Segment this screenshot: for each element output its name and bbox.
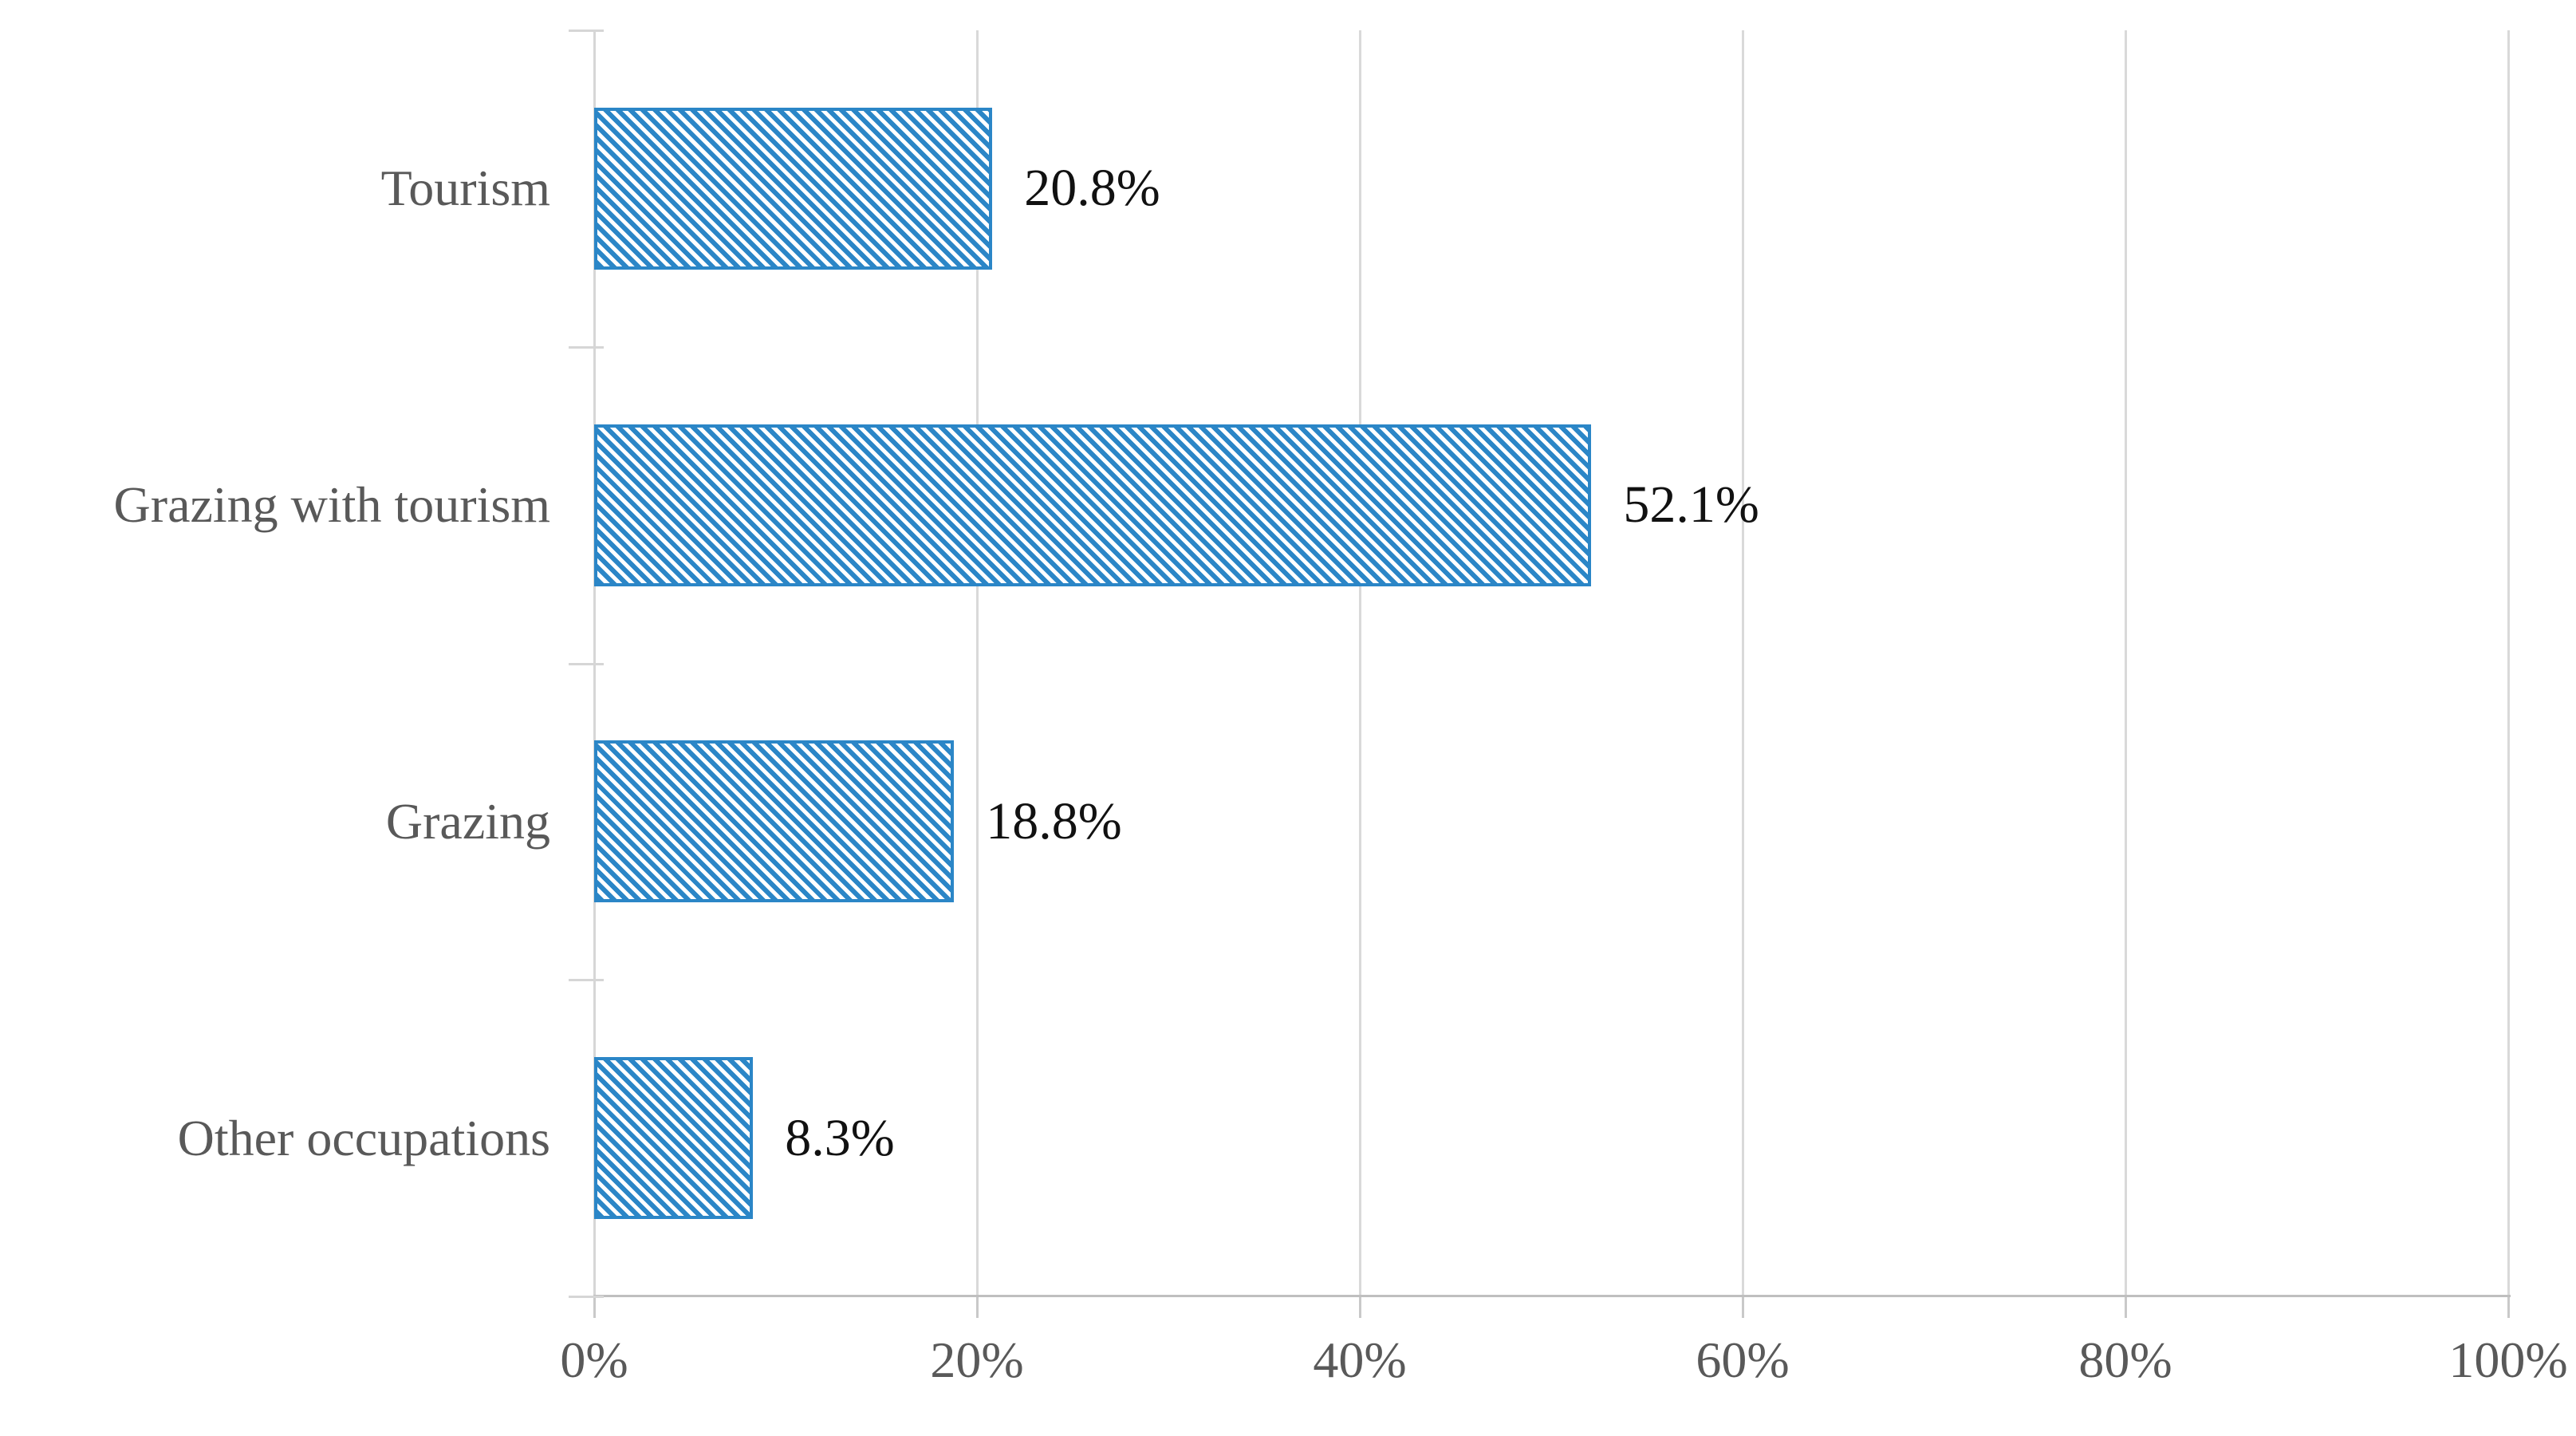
y-axis-tick: [569, 1296, 604, 1298]
x-tick-label: 0%: [560, 1331, 628, 1388]
data-label: 8.3%: [785, 1108, 895, 1167]
category-label: Tourism: [380, 160, 550, 217]
y-axis-tick: [569, 662, 604, 665]
bar-other-occupations: [594, 1057, 754, 1220]
x-axis-tick: [1359, 1296, 1361, 1318]
x-axis-tick: [1742, 1296, 1744, 1318]
bar-tourism: [594, 107, 993, 270]
gridline: [2125, 30, 2127, 1296]
bar-grazing: [594, 740, 955, 903]
data-label: 52.1%: [1623, 475, 1759, 535]
gridline: [1359, 30, 1361, 1296]
x-tick-label: 20%: [930, 1331, 1024, 1388]
x-tick-label: 60%: [1696, 1331, 1790, 1388]
x-axis-tick: [2125, 1296, 2127, 1318]
gridline: [1742, 30, 1744, 1296]
y-axis-tick: [569, 979, 604, 982]
bar-grazing-with-tourism: [594, 424, 1592, 586]
data-label: 18.8%: [986, 791, 1122, 850]
category-label: Other occupations: [177, 1109, 550, 1166]
x-axis-tick: [593, 1296, 596, 1318]
gridline: [976, 30, 979, 1296]
category-label: Grazing: [385, 792, 550, 850]
x-tick-label: 100%: [2448, 1331, 2568, 1388]
x-tick-label: 80%: [2078, 1331, 2172, 1388]
x-axis-tick: [976, 1296, 979, 1318]
data-label: 20.8%: [1024, 159, 1160, 218]
value-axis-line: [593, 1295, 2511, 1297]
x-tick-label: 40%: [1313, 1331, 1407, 1388]
gridline: [2507, 30, 2510, 1296]
x-axis-tick: [2507, 1296, 2510, 1318]
y-axis-tick: [569, 30, 604, 32]
y-axis-tick: [569, 345, 604, 349]
category-label: Grazing with tourism: [113, 476, 550, 534]
